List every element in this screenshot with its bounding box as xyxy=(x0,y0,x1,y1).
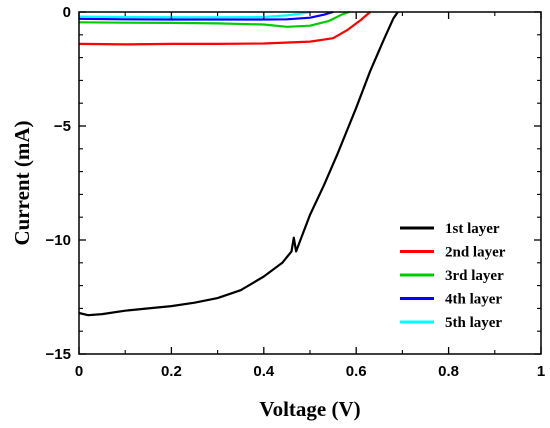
y-tick-label: 0 xyxy=(63,4,71,21)
axis-ticks xyxy=(78,11,542,355)
x-tick-label: 0.6 xyxy=(346,363,367,380)
legend-label: 1st layer xyxy=(445,221,500,237)
legend-label: 2nd layer xyxy=(445,245,506,261)
y-tick-label: −5 xyxy=(54,118,71,135)
legend-label: 5th layer xyxy=(445,315,502,331)
x-tick-label: 0.8 xyxy=(438,363,459,380)
legend-label: 4th layer xyxy=(445,292,502,308)
series-line-1 xyxy=(78,11,399,317)
series-line-4 xyxy=(78,10,334,21)
y-tick-label: −10 xyxy=(46,232,71,249)
legend: 1st layer 2nd layer 3rd layer 4th layer 5th … xyxy=(400,221,506,331)
x-tick-label: 0 xyxy=(75,363,83,380)
series-line-2 xyxy=(78,11,371,46)
y-axis-label: Current (mA) xyxy=(10,120,34,245)
series-lines xyxy=(78,10,399,317)
series-line-5 xyxy=(78,10,311,19)
x-tick-label: 0.2 xyxy=(161,363,182,380)
x-tick-label: 1 xyxy=(537,363,545,380)
series-line-3 xyxy=(78,10,350,28)
y-tick-label: −15 xyxy=(46,346,71,363)
legend-label: 3rd layer xyxy=(445,268,504,284)
x-axis-label: Voltage (V) xyxy=(259,397,360,421)
tick-labels: 0 0.2 0.4 0.6 0.8 1 0 −5 −10 −15 xyxy=(46,4,546,380)
x-tick-label: 0.4 xyxy=(253,363,275,380)
